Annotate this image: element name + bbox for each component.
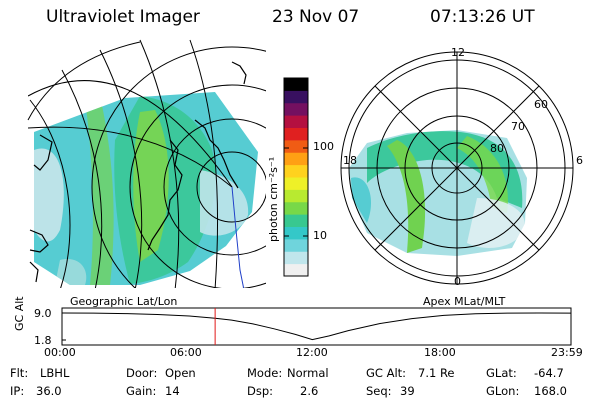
mlt-label-0: 0 (454, 275, 461, 288)
mlt-label-12: 12 (451, 46, 465, 59)
colorbar-segment (284, 127, 308, 141)
altitude-xtick-4: 23:59 (551, 346, 583, 359)
left-panel-label: Geographic Lat/Lon (70, 295, 178, 308)
glat-label: GLat: (486, 366, 517, 380)
glon-label: GLon: (486, 384, 520, 398)
mode-value: Normal (287, 366, 329, 380)
gain-value: 14 (165, 384, 180, 398)
colorbar-tick-10: 10 (313, 229, 327, 242)
polar-plot (340, 51, 574, 285)
colorbar-unit-label: photon cm⁻²s⁻¹ (267, 156, 280, 242)
mlt-label-18: 18 (343, 154, 357, 167)
colorbar-segment (284, 251, 308, 265)
date-label: 23 Nov 07 (272, 7, 360, 27)
filter-value: LBHL (40, 366, 70, 380)
altitude-chart (61, 307, 572, 346)
colorbar-segment (284, 189, 308, 203)
altitude-series-line (61, 312, 571, 341)
mlt-label-6: 6 (576, 154, 583, 167)
ip-label: IP: (10, 384, 25, 398)
altitude-ylabel: GC Alt (13, 296, 26, 331)
colorbar (283, 77, 309, 277)
colorbar-segment (284, 201, 308, 215)
altitude-xtick-1: 06:00 (170, 346, 202, 359)
mlat-label-60: 60 (534, 98, 548, 111)
mode-label: Mode: (247, 366, 283, 380)
dsp-value: 2.6 (300, 384, 319, 398)
colorbar-segment (284, 238, 308, 252)
instrument-title: Ultraviolet Imager (46, 7, 200, 27)
colorbar-segment (284, 263, 308, 277)
glon-value: 168.0 (534, 384, 567, 398)
altitude-ytick-9: 9.0 (34, 307, 52, 320)
colorbar-segment (284, 226, 308, 240)
glat-value: -64.7 (534, 366, 564, 380)
altitude-xtick-2: 12:00 (296, 346, 328, 359)
colorbar-segment (284, 214, 308, 227)
altitude-ytick-1.8: 1.8 (34, 334, 52, 347)
colorbar-segment (284, 78, 308, 91)
colorbar-segment (284, 102, 308, 116)
mlat-label-80: 80 (490, 142, 504, 155)
gcalt-label: GC Alt: (366, 366, 407, 380)
colorbar-segment (284, 177, 308, 190)
ip-value: 36.0 (36, 384, 62, 398)
colorbar-segment (284, 164, 308, 178)
dsp-label: Dsp: (247, 384, 274, 398)
time-label: 07:13:26 UT (430, 7, 535, 27)
altitude-xtick-3: 18:00 (424, 346, 456, 359)
seq-value: 39 (400, 384, 415, 398)
door-label: Door: (126, 366, 158, 380)
colorbar-tick-100: 100 (313, 140, 334, 153)
right-panel-label: Apex MLat/MLT (423, 295, 506, 308)
filter-label: Flt: (10, 366, 29, 380)
seq-label: Seq: (366, 384, 392, 398)
altitude-xtick-0: 00:00 (44, 346, 76, 359)
colorbar-segment (284, 115, 308, 128)
door-value: Open (165, 366, 196, 380)
mlat-label-70: 70 (511, 120, 525, 133)
gain-label: Gain: (126, 384, 157, 398)
colorbar-segment (284, 152, 308, 166)
colorbar-segment (284, 90, 308, 104)
colorbar-segment (284, 139, 308, 153)
gcalt-value: 7.1 Re (418, 366, 455, 380)
